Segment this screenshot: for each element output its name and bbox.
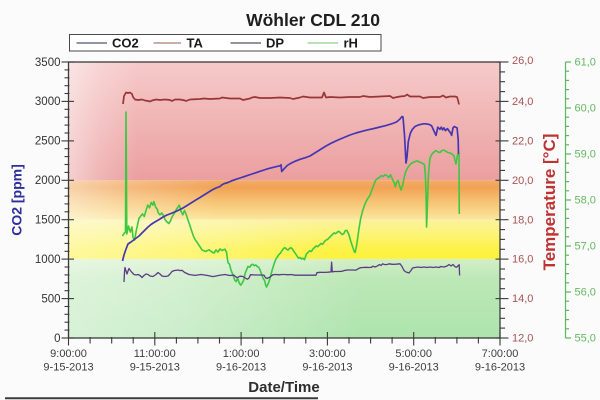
svg-text:22,0: 22,0 [512,136,533,148]
svg-text:3500: 3500 [35,57,61,69]
svg-text:9-15-2013: 9-15-2013 [43,362,93,374]
svg-text:Date/Time: Date/Time [248,379,319,396]
svg-text:1:00:00: 1:00:00 [223,348,260,360]
svg-text:9-16-2013: 9-16-2013 [389,362,439,374]
svg-text:16,0: 16,0 [512,254,533,266]
svg-text:rH: rH [344,36,358,51]
svg-text:9:00:00: 9:00:00 [50,348,87,360]
svg-text:3:00:00: 3:00:00 [309,348,346,360]
svg-text:18,0: 18,0 [512,214,533,226]
svg-text:59,0: 59,0 [575,149,596,161]
svg-text:9-16-2013: 9-16-2013 [302,362,352,374]
svg-text:Wöhler CDL 210: Wöhler CDL 210 [246,10,380,30]
svg-text:26,0: 26,0 [512,55,533,67]
svg-text:7:00:00: 7:00:00 [482,348,519,360]
svg-text:57,0: 57,0 [575,241,596,253]
svg-text:3000: 3000 [35,96,61,108]
svg-text:11:00:00: 11:00:00 [134,348,176,360]
svg-text:1000: 1000 [35,254,61,266]
svg-text:500: 500 [41,293,60,305]
svg-text:1500: 1500 [35,215,61,227]
svg-text:9-15-2013: 9-15-2013 [130,362,180,374]
svg-text:0: 0 [54,333,60,345]
svg-text:56,0: 56,0 [575,287,596,299]
svg-text:12,0: 12,0 [512,333,533,345]
svg-text:20,0: 20,0 [512,175,533,187]
svg-text:CO2 [ppm]: CO2 [ppm] [9,164,25,236]
svg-text:60,0: 60,0 [575,103,596,115]
svg-text:55,0: 55,0 [575,333,596,345]
svg-text:14,0: 14,0 [512,293,533,305]
svg-text:61,0: 61,0 [575,57,596,69]
svg-text:DP: DP [266,36,284,51]
svg-text:CO2: CO2 [112,36,139,51]
svg-text:9-16-2013: 9-16-2013 [216,362,266,374]
svg-text:5:00:00: 5:00:00 [395,348,432,360]
svg-text:2500: 2500 [35,136,61,148]
svg-text:24,0: 24,0 [512,96,533,108]
svg-text:Temperature [°C]: Temperature [°C] [540,134,559,271]
svg-text:2000: 2000 [35,175,61,187]
svg-text:TA: TA [187,36,204,51]
svg-text:9-16-2013: 9-16-2013 [475,362,525,374]
svg-text:58,0: 58,0 [575,195,596,207]
